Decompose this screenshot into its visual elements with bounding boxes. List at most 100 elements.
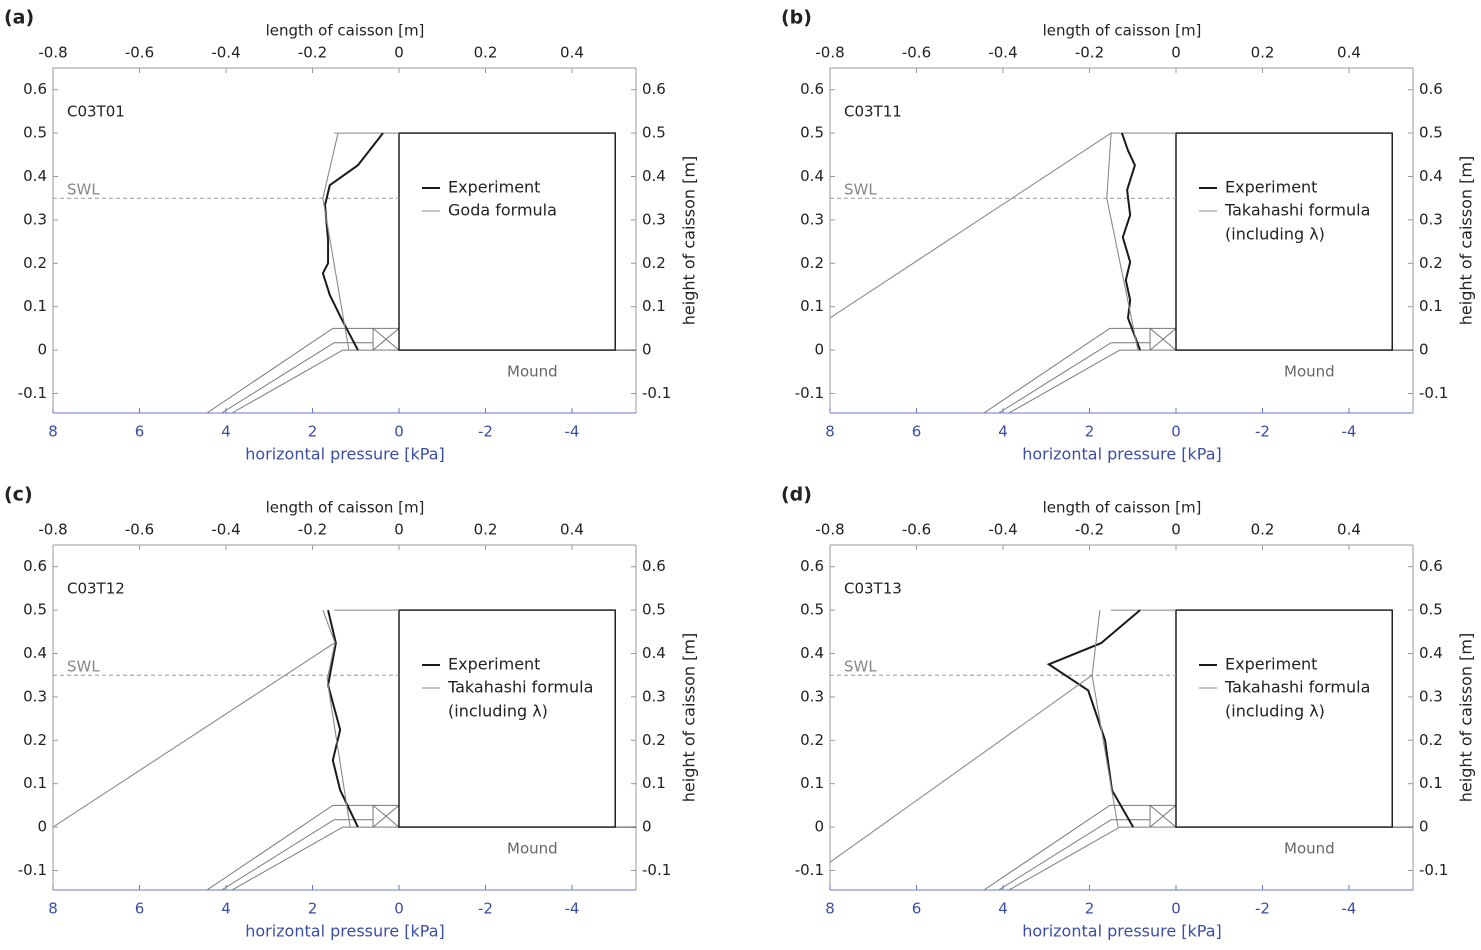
x-axis-title: length of caisson [m] [266,499,425,517]
y-tick-label: 0.2 [800,731,824,749]
y-tick-label: 0 [37,341,47,359]
x-tick-label: -0.2 [298,521,327,539]
x-tick-label: -0.2 [1075,44,1104,62]
x2-tick-label: -4 [565,423,580,441]
x-tick-label: -0.6 [125,44,154,62]
annotation: SWL [67,181,100,199]
series-line [52,609,351,828]
annotation: Mound [1284,840,1335,858]
panel-label: (d) [781,484,812,506]
x2-tick-label: 8 [48,900,58,918]
legend-label: Goda formula [448,201,557,220]
mound [206,327,374,414]
x-axis-title: length of caisson [m] [1043,499,1202,517]
mound [983,804,1151,891]
x-tick-label: -0.4 [988,521,1017,539]
x2-tick-label: -2 [1255,423,1270,441]
x2-tick-label: 2 [308,900,318,918]
series-line [322,132,350,351]
y-tick-label: 0.1 [23,774,47,792]
y-tick-label: 0.1 [800,297,824,315]
x-tick-label: -0.4 [211,521,240,539]
x-tick-label: 0 [394,44,404,62]
caisson [398,609,616,828]
x-tick-label: -0.6 [125,521,154,539]
y-tick-label: -0.1 [795,861,824,879]
y-tick-label: 0.2 [23,254,47,272]
y2-tick-label: 0.1 [1419,774,1443,792]
x-tick-label: -0.8 [38,521,67,539]
x2-tick-label: 0 [1171,423,1181,441]
y-tick-label: 0.4 [23,644,47,662]
x-tick-label: 0.4 [560,521,584,539]
y-tick-label: 0.3 [23,687,47,705]
mound-block [1149,804,1177,828]
series-line [1046,609,1141,828]
mound [221,819,374,891]
x-tick-label: -0.8 [38,44,67,62]
y-tick-label: 0.3 [800,687,824,705]
y2-tick-label: 0 [642,341,652,359]
y-axis-title: height of caisson [m] [680,633,699,802]
y2-tick-label: 0.5 [642,124,666,142]
y-tick-label: 0.5 [23,601,47,619]
y-tick-label: 0.6 [800,80,824,98]
mound-block [1149,327,1177,351]
y-tick-label: 0 [37,818,47,836]
y2-tick-label: 0.6 [1419,80,1443,98]
y-tick-label: 0.3 [23,210,47,228]
mound [221,342,374,414]
legend-label: Experiment [448,655,540,674]
x2-tick-label: -4 [1342,423,1357,441]
x2-tick-label: 2 [1085,900,1095,918]
x2-tick-label: 4 [221,423,231,441]
x2-tick-label: 6 [912,423,922,441]
x-tick-label: -0.6 [902,521,931,539]
y-tick-label: 0 [814,818,824,836]
y2-tick-label: 0.1 [642,774,666,792]
case-label: C03T12 [67,580,125,598]
y2-tick-label: 0.3 [642,210,666,228]
mound [998,342,1151,414]
x-tick-label: -0.6 [902,44,931,62]
x2-tick-label: -4 [565,900,580,918]
x2-tick-label: 8 [48,423,58,441]
x-tick-label: 0.2 [474,44,498,62]
x2-tick-label: 4 [998,423,1008,441]
y-tick-label: 0 [814,341,824,359]
x2-tick-label: 6 [135,423,145,441]
x-tick-label: 0.4 [1337,44,1361,62]
legend-label: Experiment [1225,655,1317,674]
x-tick-label: 0 [1171,44,1181,62]
y2-tick-label: -0.1 [1419,384,1448,402]
y2-tick-label: 0 [642,818,652,836]
caisson [398,132,616,351]
x2-tick-label: -4 [1342,900,1357,918]
y-axis-title: height of caisson [m] [1457,156,1476,325]
y2-tick-label: 0 [1419,818,1429,836]
y2-tick-label: 0.3 [1419,210,1443,228]
mound [983,327,1151,414]
mound-block [372,327,400,351]
y2-tick-label: 0.4 [642,167,666,185]
x2-tick-label: -2 [1255,900,1270,918]
legend-label: Takahashi formula [1224,678,1370,697]
legend-label: Experiment [1225,178,1317,197]
x2-axis-title: horizontal pressure [kPa] [1022,445,1222,464]
series-line [829,132,1139,351]
series-line [327,609,359,828]
x2-tick-label: 0 [1171,900,1181,918]
x2-tick-label: 4 [998,900,1008,918]
legend-label: Takahashi formula [447,678,593,697]
x2-axis-title: horizontal pressure [kPa] [245,445,445,464]
x-tick-label: -0.2 [298,44,327,62]
y2-tick-label: 0.5 [1419,601,1443,619]
y2-tick-label: 0.5 [1419,124,1443,142]
y2-tick-label: 0.4 [642,644,666,662]
legend-label: (including λ) [1225,225,1325,244]
y2-tick-label: -0.1 [642,861,671,879]
mound [998,819,1151,891]
y2-tick-label: 0.1 [642,297,666,315]
x2-tick-label: 0 [394,423,404,441]
